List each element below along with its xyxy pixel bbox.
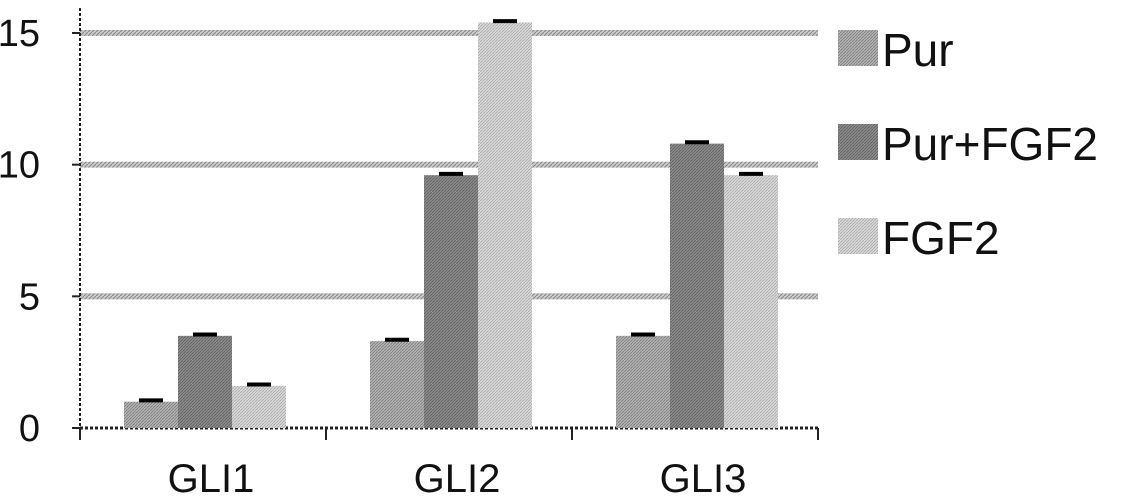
y-tick-label: 0 (19, 408, 40, 450)
bar-pur-gli2 (370, 341, 424, 428)
legend-label: Pur (882, 24, 954, 76)
category-label: GLI2 (414, 457, 501, 501)
legend-item: Pur+FGF2 (838, 118, 1098, 170)
gridline (80, 161, 818, 168)
legend-swatch (838, 218, 878, 254)
y-tick-label: 5 (19, 276, 40, 318)
bar-fgf2-gli3 (724, 175, 778, 428)
legend-label: Pur+FGF2 (882, 118, 1098, 170)
category-label: GLI1 (168, 457, 255, 501)
bar-fgf2-gli1 (232, 385, 286, 428)
y-tick-label: 15 (0, 13, 40, 55)
bar-pur-plus-fgf2-gli1 (178, 335, 232, 428)
category-label: GLI3 (660, 457, 747, 501)
bar-fgf2-gli2 (478, 22, 532, 428)
legend-swatch (838, 30, 878, 66)
legend: Pur Pur+FGF2 FGF2 (838, 24, 1098, 264)
legend-item: Pur (838, 24, 954, 76)
bar-pur-gli3 (616, 335, 670, 428)
category-labels: GLI1 GLI2 GLI3 (168, 457, 747, 501)
bar-pur-plus-fgf2-gli2 (424, 175, 478, 428)
legend-swatch (838, 124, 878, 160)
bar-pur-gli1 (124, 401, 178, 428)
y-tick-labels: 0 5 10 15 (0, 13, 80, 450)
gridline (80, 30, 818, 36)
legend-label: FGF2 (882, 212, 1000, 264)
bars (124, 19, 778, 428)
legend-item: FGF2 (838, 212, 1000, 264)
bar-pur-plus-fgf2-gli3 (670, 143, 724, 428)
y-tick-label: 10 (0, 145, 40, 187)
